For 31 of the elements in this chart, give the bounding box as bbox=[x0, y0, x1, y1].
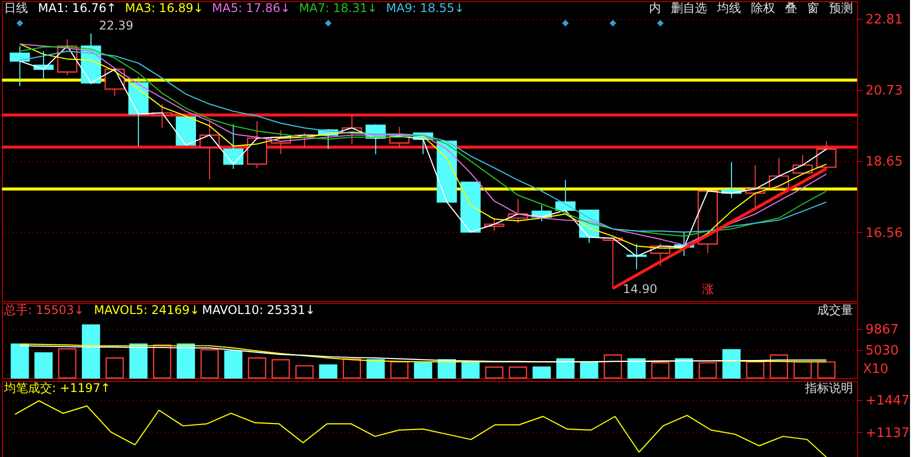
annotation: 均线 bbox=[716, 1, 741, 15]
annotation: 成交量 bbox=[817, 303, 853, 317]
annotation: 删自选 bbox=[671, 1, 707, 15]
y-tick-label: 9867 bbox=[866, 322, 899, 338]
text: X10 bbox=[863, 362, 888, 377]
y-tick-label: 18.65 bbox=[866, 154, 903, 170]
chart-title: 日线 bbox=[4, 1, 28, 15]
annotation: 叠 bbox=[785, 1, 797, 15]
annotation: 内 bbox=[649, 1, 661, 15]
y-tick-label: +1447 bbox=[866, 393, 910, 408]
annotation: 预测 bbox=[829, 1, 853, 15]
annotation: 涨 bbox=[702, 282, 714, 296]
text: MAVOL10: 25331↓ bbox=[202, 303, 316, 317]
annotation: 除权 bbox=[751, 1, 775, 15]
annotation: 14.90 bbox=[622, 282, 658, 296]
text: MA3: 16.89↓ bbox=[125, 1, 204, 15]
y-tick-label: +1137 bbox=[866, 426, 910, 441]
y-tick-label: 22.81 bbox=[866, 12, 903, 28]
text: MA5: 17.86↓ bbox=[212, 1, 290, 15]
series-label: 均笔成交: +1197↑ bbox=[3, 381, 111, 395]
y-tick-label: 20.73 bbox=[866, 84, 903, 99]
text: MA1: 16.76↑ bbox=[38, 1, 116, 15]
annotation: 22.39 bbox=[98, 18, 134, 32]
text: MAVOL5: 24169↓ bbox=[94, 303, 200, 317]
annotation: 窗 bbox=[807, 1, 819, 15]
y-tick-label: 5030 bbox=[866, 343, 899, 358]
series-label: 总手: 15503↓ bbox=[3, 303, 84, 317]
text: MA9: 18.55↓ bbox=[386, 1, 464, 15]
y-tick-label: 16.56 bbox=[866, 226, 903, 241]
text: MA7: 18.31↓ bbox=[299, 1, 378, 15]
annotation: 指标说明 bbox=[804, 381, 853, 395]
